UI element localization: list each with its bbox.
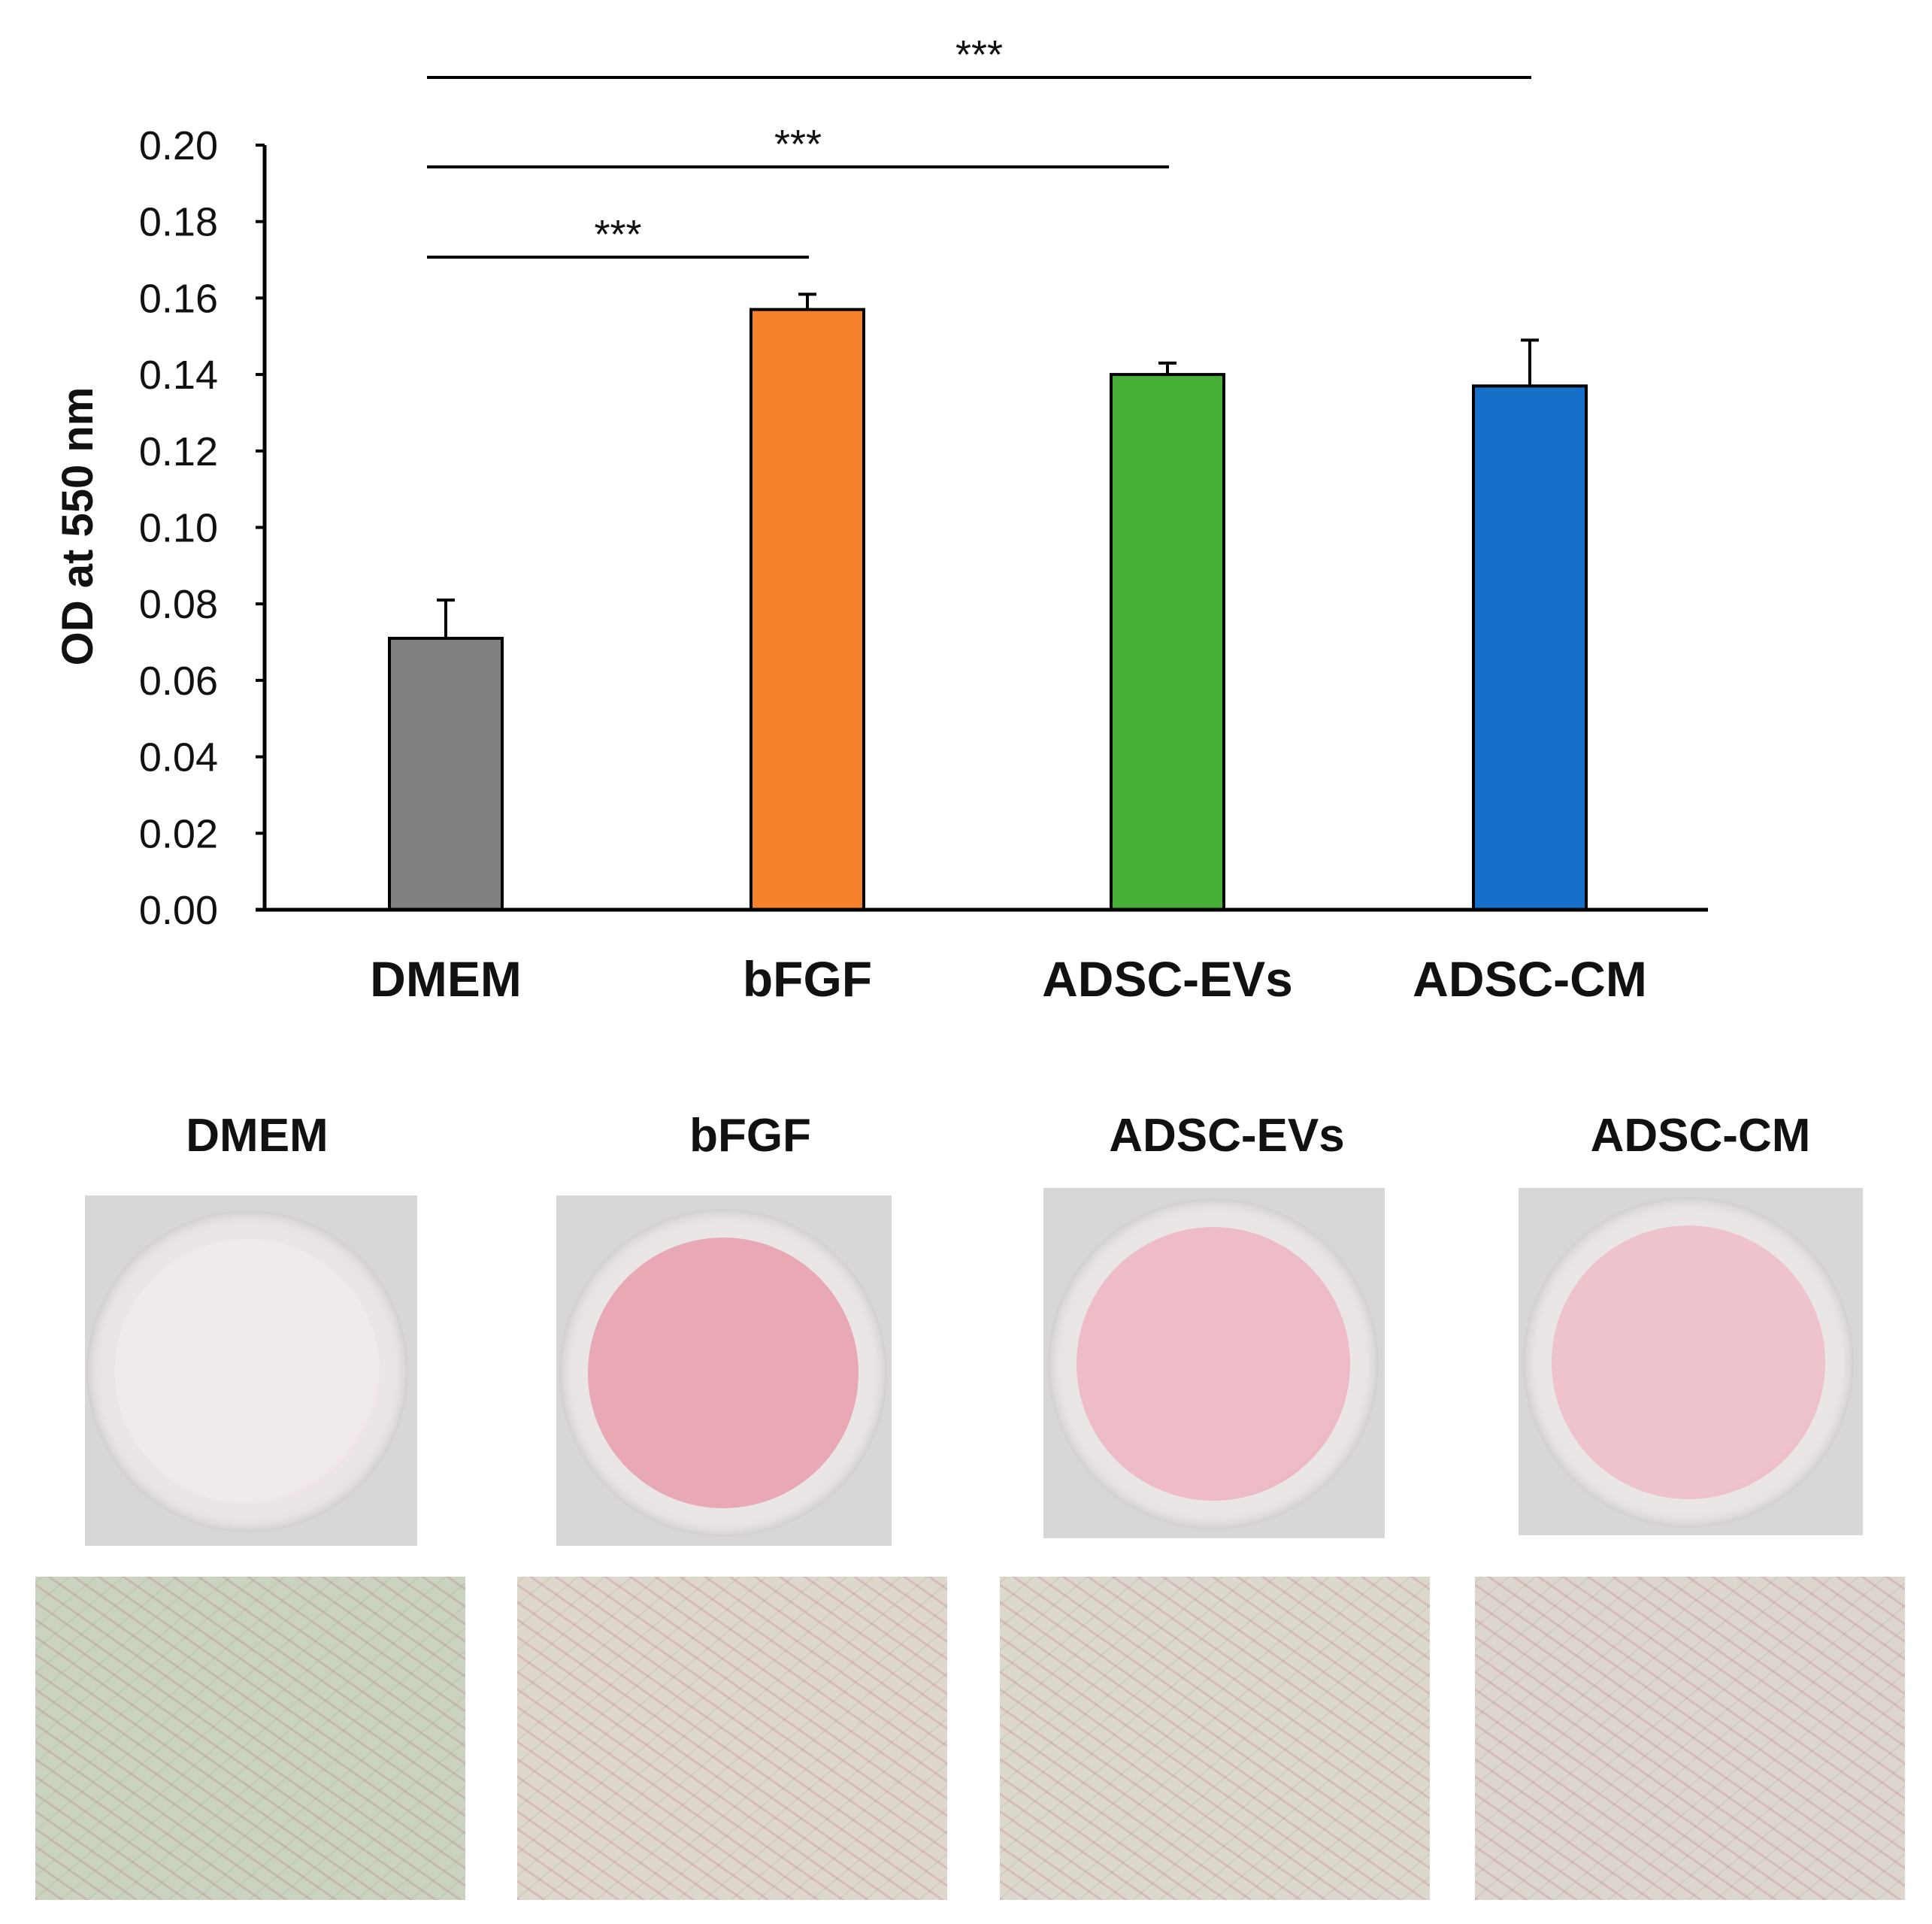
y-tick-label: 0.00: [139, 888, 218, 933]
panel-title-bfgf: bFGF: [689, 1110, 811, 1162]
bar-chart: 0.00 0.02 0.04 0.06 0.08 0.10 0.12 0.14 0.16 0.18…: [53, 32, 1708, 1007]
y-tick-label: 0.18: [139, 200, 218, 245]
well-photo-bfgf: [556, 1195, 892, 1546]
bar-adsc-cm: [1472, 384, 1588, 911]
y-axis-label: OD at 550 nm: [53, 387, 102, 666]
x-axis-labels: DMEM bFGF ADSC-EVs ADSC-CM: [370, 951, 1647, 1007]
significance-brackets: *** *** ***: [427, 32, 1531, 259]
y-tick-label: 0.16: [139, 276, 218, 321]
well-photo-adsc-cm: [1519, 1188, 1863, 1535]
y-tick-label: 0.20: [139, 123, 218, 168]
significance-label: ***: [594, 212, 641, 257]
micrograph-bfgf: [517, 1577, 947, 1900]
micrograph-dmem: [35, 1577, 465, 1900]
well-photo-dmem: [85, 1195, 417, 1546]
bar-bfgf: [749, 308, 865, 911]
y-tick-label: 0.02: [139, 811, 218, 856]
micrograph-adsc-evs: [1000, 1577, 1430, 1900]
y-tick-label: 0.12: [139, 429, 218, 474]
significance-label: ***: [774, 122, 822, 167]
y-tick-label: 0.04: [139, 735, 218, 780]
x-tick-label: DMEM: [370, 951, 522, 1007]
well-stain-dmem: [115, 1239, 380, 1504]
micrograph-adsc-cm: [1475, 1577, 1905, 1900]
well-stain-adsc-cm: [1552, 1226, 1825, 1499]
y-tick-label: 0.14: [139, 353, 218, 398]
well-photo-adsc-evs: [1043, 1188, 1385, 1538]
bars: [388, 292, 1588, 912]
x-tick-label: ADSC-CM: [1413, 951, 1647, 1007]
panel-title-adsc-cm: ADSC-CM: [1590, 1110, 1811, 1162]
bar-adsc-evs: [1110, 373, 1225, 912]
panel-title-dmem: DMEM: [186, 1110, 329, 1162]
significance-label: ***: [955, 32, 1003, 77]
panel-title-adsc-evs: ADSC-EVs: [1109, 1110, 1345, 1162]
well-stain-adsc-evs: [1077, 1227, 1350, 1501]
y-tick-label: 0.06: [139, 659, 218, 704]
well-stain-bfgf: [588, 1238, 858, 1508]
y-tick-label: 0.10: [139, 506, 218, 551]
x-tick-label: ADSC-EVs: [1042, 951, 1293, 1007]
y-tick-label: 0.08: [139, 582, 218, 627]
y-axis-ticks: 0.00 0.02 0.04 0.06 0.08 0.10 0.12 0.14 0.16 0.18…: [139, 123, 265, 933]
x-tick-label: bFGF: [743, 951, 872, 1007]
bar-dmem: [388, 636, 504, 912]
